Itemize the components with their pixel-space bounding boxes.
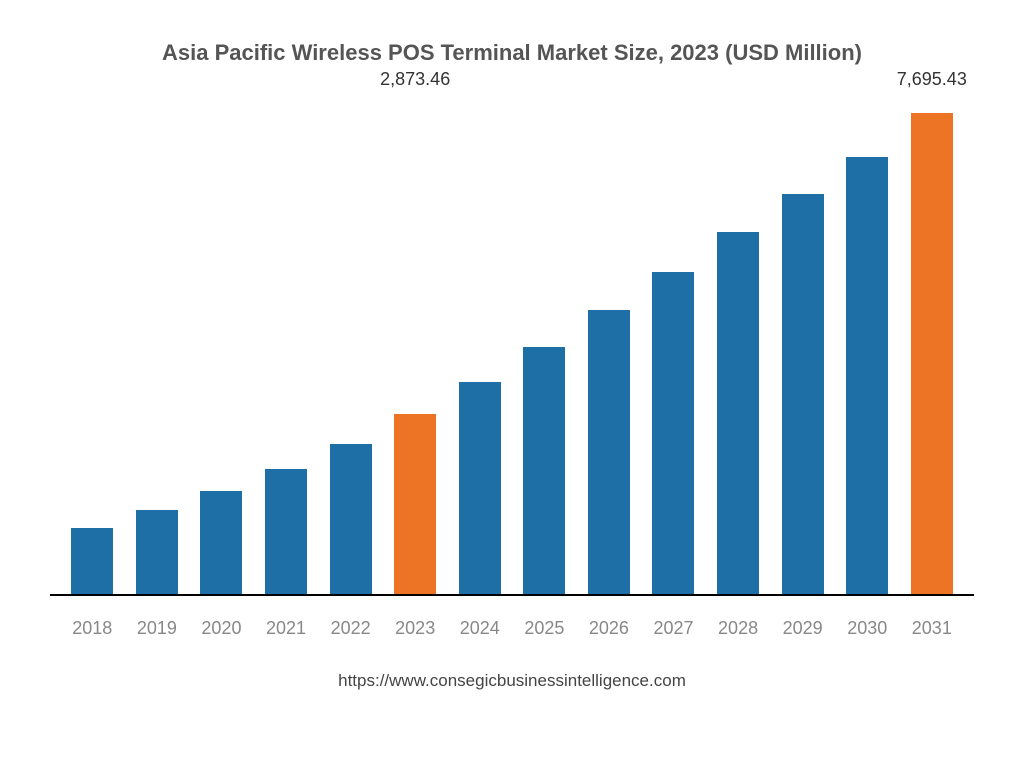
x-axis-labels: 2018201920202021202220232024202520262027… <box>50 606 974 656</box>
bar-slot <box>770 96 835 594</box>
bar-slot: 2,873.46 <box>383 96 448 594</box>
bar <box>782 194 824 594</box>
x-axis-label: 2021 <box>254 606 319 656</box>
x-axis-label: 2030 <box>835 606 900 656</box>
chart-title: Asia Pacific Wireless POS Terminal Marke… <box>30 40 994 66</box>
x-axis-label: 2027 <box>641 606 706 656</box>
x-axis-label: 2026 <box>577 606 642 656</box>
chart-area: 2,873.467,695.43 20182019202020212022202… <box>50 96 974 656</box>
x-axis-label: 2023 <box>383 606 448 656</box>
bar-slot <box>641 96 706 594</box>
bar-slot <box>577 96 642 594</box>
bar-slot <box>189 96 254 594</box>
bar <box>200 491 242 594</box>
bar <box>588 310 630 594</box>
x-axis-label: 2024 <box>447 606 512 656</box>
x-axis-label: 2019 <box>125 606 190 656</box>
bar <box>717 232 759 595</box>
x-axis-label: 2029 <box>770 606 835 656</box>
plot-area: 2,873.46 7,695.43 <box>50 96 974 596</box>
x-axis-label: 2020 <box>189 606 254 656</box>
x-axis-label: 2031 <box>900 606 965 656</box>
bar <box>136 510 178 594</box>
bar <box>330 444 372 594</box>
source-url: https://www.consegicbusinessintelligence… <box>30 671 994 691</box>
bar <box>846 157 888 595</box>
x-axis-label: 2028 <box>706 606 771 656</box>
bar <box>911 113 953 594</box>
bar <box>394 414 436 594</box>
bar <box>71 528 113 594</box>
bar-slot <box>447 96 512 594</box>
bar-slot <box>125 96 190 594</box>
bar <box>652 272 694 594</box>
x-axis-label: 2018 <box>60 606 125 656</box>
bar-value-label: 7,695.43 <box>897 69 967 90</box>
bar <box>523 347 565 594</box>
bar-slot <box>318 96 383 594</box>
bar-slot <box>706 96 771 594</box>
x-axis-label: 2022 <box>318 606 383 656</box>
bar-slot <box>254 96 319 594</box>
bar <box>459 382 501 595</box>
bar-value-label: 2,873.46 <box>380 69 450 90</box>
bars-group: 2,873.46 7,695.43 <box>50 96 974 594</box>
bar-slot <box>512 96 577 594</box>
bar-slot <box>835 96 900 594</box>
chart-container: Asia Pacific Wireless POS Terminal Marke… <box>0 0 1024 768</box>
bar-slot: 7,695.43 <box>900 96 965 594</box>
bar-slot <box>60 96 125 594</box>
bar <box>265 469 307 594</box>
x-axis-label: 2025 <box>512 606 577 656</box>
